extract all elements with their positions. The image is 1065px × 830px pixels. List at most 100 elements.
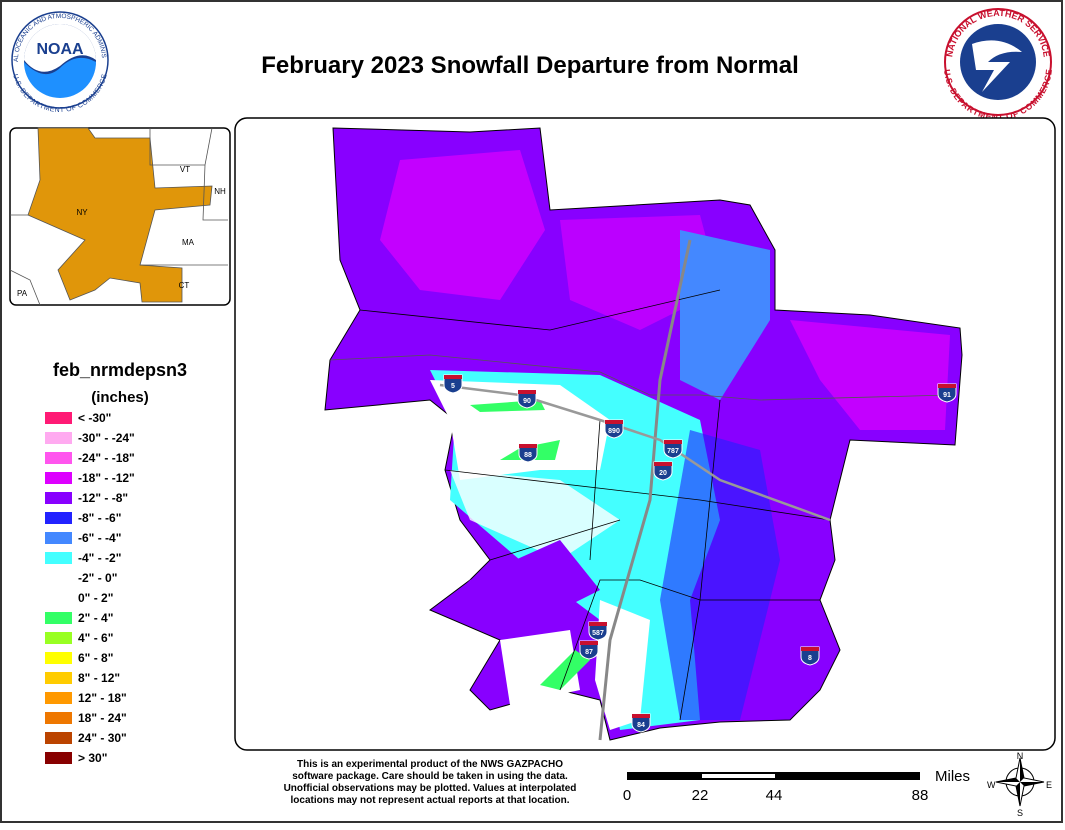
scale-label: 44 (766, 787, 783, 804)
legend-swatch (45, 472, 72, 484)
compass-w: W (987, 780, 996, 790)
legend-label: -30" - -24" (78, 431, 135, 445)
legend-label: 8" - 12" (78, 671, 120, 685)
legend-label: -4" - -2" (78, 551, 121, 565)
scale-unit: Miles (935, 768, 970, 785)
disclaimer-line: Unofficial observations may be plotted. … (284, 783, 577, 794)
compass-n: N (1017, 751, 1024, 761)
shield (937, 383, 957, 403)
compass-s: S (1017, 808, 1023, 818)
inset-label: VT (180, 165, 190, 174)
legend-label: 24" - 30" (78, 731, 127, 745)
legend-label: < -30" (78, 411, 111, 425)
shield-label: 87 (585, 649, 593, 656)
shield-label: 8 (808, 655, 812, 662)
legend-label: 12" - 18" (78, 691, 127, 705)
shield-top (801, 647, 819, 651)
shield-label: 20 (659, 470, 667, 477)
shield-label: 84 (637, 722, 645, 729)
shield (800, 646, 820, 666)
shield-label: 88 (524, 452, 532, 459)
shield-top (518, 390, 536, 394)
inset-map (9, 127, 231, 306)
inset-labels: VT NH NY MA CT PA (17, 165, 226, 298)
legend-label: -2" - 0" (78, 571, 117, 585)
noaa-name: NOAA (36, 41, 84, 58)
shield (631, 713, 651, 733)
disclaimer-line: locations may not represent actual repor… (291, 795, 570, 806)
legend-label: 18" - 24" (78, 711, 127, 725)
shield (588, 621, 608, 641)
legend-label: -8" - -6" (78, 511, 121, 525)
scale-label: 0 (623, 787, 631, 804)
inset-label: NY (76, 208, 88, 217)
disclaimer-line: software package. Care should be taken i… (292, 771, 568, 782)
legend-swatch (45, 732, 72, 744)
legend-swatch (45, 752, 72, 764)
legend-label: -18" - -12" (78, 471, 135, 485)
shield-top (580, 641, 598, 645)
shield-label: 90 (523, 398, 531, 405)
title: February 2023 Snowfall Departure from No… (261, 52, 799, 79)
legend-label: 6" - 8" (78, 651, 113, 665)
legend-swatch (45, 512, 72, 524)
inset-label: MA (182, 238, 195, 247)
shield-top (664, 440, 682, 444)
legend: < -30" -30" - -24" -24" - -18" -18" - -12" -… (45, 411, 135, 765)
shield-top (589, 622, 607, 626)
shield (604, 419, 624, 439)
shield (517, 389, 537, 409)
scale-labels: 0 22 44 88 (623, 787, 929, 804)
shield (579, 640, 599, 660)
compass-e: E (1046, 780, 1052, 790)
legend-swatch (45, 612, 72, 624)
legend-title: feb_nrmdepsn3 (53, 360, 187, 380)
inset-label: PA (17, 289, 28, 298)
scale-bar: Miles (627, 768, 970, 785)
map-region (324, 127, 963, 741)
legend-swatch (45, 672, 72, 684)
legend-label: 0" - 2" (78, 591, 113, 605)
legend-swatch (45, 412, 72, 424)
legend-swatch (45, 532, 72, 544)
shield-label: 587 (592, 630, 604, 637)
shield-top (632, 714, 650, 718)
scale-label: 22 (692, 787, 709, 804)
legend-swatch (45, 632, 72, 644)
compass: N E S W (987, 751, 1052, 818)
legend-swatch (45, 452, 72, 464)
inset-label: CT (179, 281, 190, 290)
legend-swatch (45, 652, 72, 664)
shield (443, 374, 463, 394)
inset-label: NH (214, 187, 226, 196)
shield-top (519, 444, 537, 448)
shield-top (444, 375, 462, 379)
legend-label: 4" - 6" (78, 631, 113, 645)
legend-units: (inches) (91, 389, 149, 406)
legend-label: > 30" (78, 751, 107, 765)
disclaimer-line: This is an experimental product of the N… (297, 759, 563, 770)
shield (653, 461, 673, 481)
legend-swatch (45, 552, 72, 564)
shield (663, 439, 683, 459)
shield (518, 443, 538, 463)
shield-top (938, 384, 956, 388)
shield-top (654, 462, 672, 466)
scale-label: 88 (912, 787, 929, 804)
legend-label: -6" - -4" (78, 531, 121, 545)
shield-top (605, 420, 623, 424)
legend-swatch (45, 692, 72, 704)
legend-label: -24" - -18" (78, 451, 135, 465)
legend-swatch (45, 712, 72, 724)
shield-label: 890 (608, 428, 620, 435)
interstate-shields: 5 90 890 88 787 20 91 587 87 84 8 (443, 374, 957, 733)
shield-label: 5 (451, 383, 455, 390)
shield-label: 787 (667, 448, 679, 455)
legend-label: -12" - -8" (78, 491, 128, 505)
legend-swatch (45, 492, 72, 504)
legend-swatch (45, 432, 72, 444)
disclaimer: This is an experimental product of the N… (284, 759, 577, 806)
shield-label: 91 (943, 392, 951, 399)
legend-label: 2" - 4" (78, 611, 113, 625)
